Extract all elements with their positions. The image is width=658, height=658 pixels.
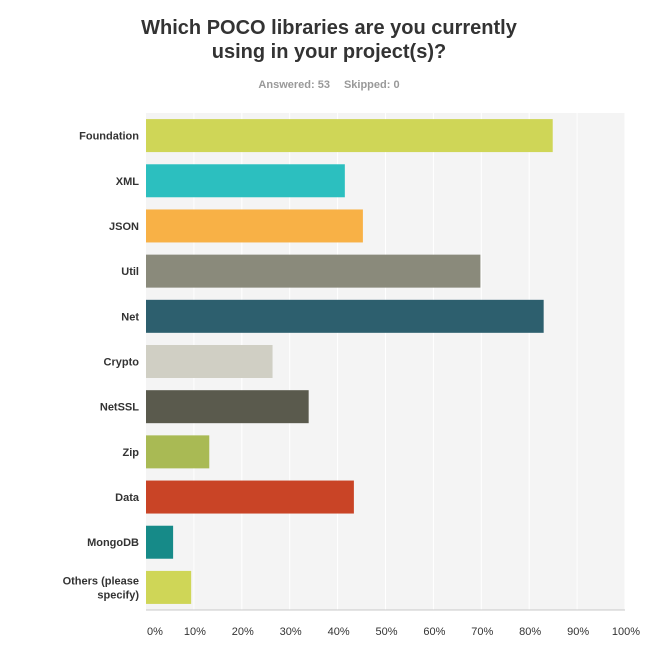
bar-util — [146, 254, 481, 288]
x-tick-label: 20% — [232, 626, 254, 638]
category-label: Zip — [123, 447, 140, 459]
bar-zip — [146, 435, 210, 469]
category-label: Others (please specify) — [63, 575, 140, 601]
x-tick-label: 50% — [375, 626, 397, 638]
category-label: MongoDB — [87, 537, 139, 549]
category-label: XML — [116, 176, 140, 188]
skipped-count: Skipped: 0 — [343, 79, 400, 91]
x-tick-label: 30% — [280, 626, 302, 638]
bar-netssl — [146, 390, 309, 424]
x-tick-label: 70% — [471, 626, 493, 638]
bar-mongodb — [146, 525, 174, 559]
category-label: Crypto — [104, 357, 140, 369]
bar-json — [146, 209, 363, 243]
category-label: Util — [121, 266, 139, 278]
category-label: Net — [121, 311, 139, 323]
chart-title-line-1: Which POCO libraries are you currently — [141, 17, 517, 39]
x-tick-label: 40% — [328, 626, 350, 638]
bar-others-please-specify — [146, 570, 192, 604]
category-label: NetSSL — [100, 402, 139, 414]
x-tick-label: 100% — [612, 626, 640, 638]
response-stats: Answered: 53 Skipped: 0 — [0, 79, 658, 91]
answered-count: Answered: 53 — [258, 79, 330, 91]
chart-title: Which POCO libraries are you currently u… — [60, 16, 598, 64]
x-tick-label: 80% — [519, 626, 541, 638]
x-tick-label: 10% — [184, 626, 206, 638]
x-axis-tick-labels: 0% 10% 20% 30% 40% 50% 60% 70% 80% 90% 100% — [147, 626, 640, 638]
chart-title-line-2: using in your project(s)? — [211, 41, 447, 63]
bars — [146, 119, 553, 604]
bar-net — [146, 299, 544, 333]
bar-crypto — [146, 345, 273, 378]
bar-xml — [146, 164, 345, 198]
x-tick-label: 90% — [567, 626, 589, 638]
bar-foundation — [146, 119, 553, 153]
category-label: Data — [115, 492, 140, 504]
category-label: JSON — [109, 221, 139, 233]
category-labels: Foundation XML JSON Util Net Crypto NetSSL Zip D… — [63, 131, 140, 602]
x-tick-label: 0% — [147, 626, 163, 638]
bar-data — [146, 480, 354, 514]
category-label: Foundation — [79, 131, 139, 143]
x-tick-label: 60% — [423, 626, 445, 638]
